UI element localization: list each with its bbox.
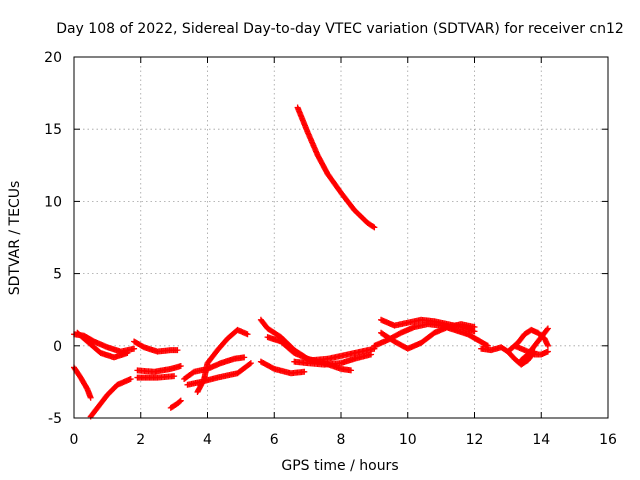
data-point	[177, 363, 184, 370]
grid-lines	[74, 57, 608, 418]
series-arc-t	[504, 326, 551, 355]
data-point	[247, 360, 254, 367]
y-tick-label: 10	[44, 194, 62, 210]
data-point	[368, 351, 375, 358]
data-point	[87, 394, 94, 401]
data-point	[544, 342, 551, 349]
data-point	[348, 367, 355, 374]
data-point	[544, 348, 551, 355]
series-arc-h	[167, 397, 184, 411]
series-arc-o	[291, 351, 375, 368]
series-arc-r	[378, 321, 478, 352]
data-point	[301, 368, 308, 375]
x-axis-label: GPS time / hours	[281, 458, 398, 474]
x-tick-label: 12	[466, 432, 484, 448]
data-point	[176, 398, 183, 405]
data-point	[171, 373, 178, 380]
y-tick-label: -5	[48, 411, 62, 427]
series-arc-d	[74, 329, 131, 361]
data-point	[471, 324, 478, 331]
data-point	[544, 325, 551, 332]
data-point	[370, 223, 377, 230]
series-arc-e	[131, 338, 181, 355]
x-tick-label: 16	[599, 432, 617, 448]
x-tick-label: 8	[337, 432, 346, 448]
x-tick-label: 10	[399, 432, 417, 448]
y-axis-label: SDTVAR / TECUs	[7, 181, 23, 296]
x-tick-label: 4	[203, 432, 212, 448]
series-arc-c	[87, 376, 134, 420]
data-point	[131, 345, 138, 352]
y-tick-label: 0	[53, 339, 62, 355]
data-point	[244, 331, 251, 338]
data-point	[127, 376, 134, 383]
x-tick-label: 0	[70, 432, 79, 448]
data-points	[71, 104, 551, 420]
y-tick-label: 20	[44, 50, 62, 66]
series-arc-high	[294, 104, 378, 231]
series-arc-j	[184, 360, 254, 388]
data-point	[246, 360, 253, 367]
series-arc-n	[264, 334, 378, 364]
series-arc-v	[511, 342, 551, 358]
data-point	[174, 347, 181, 354]
series-arc-l	[257, 358, 308, 377]
data-point	[124, 350, 131, 357]
x-tick-label: 6	[270, 432, 279, 448]
x-tick-label: 2	[136, 432, 145, 448]
y-tick-label: 5	[53, 267, 62, 283]
axis-ticks: 0 2 4 6 8 10 12 14 16 -5 0 5 10 15 20	[44, 50, 617, 448]
y-tick-label: 15	[44, 122, 62, 138]
data-point	[544, 326, 551, 333]
x-tick-label: 14	[532, 432, 550, 448]
chart-title: Day 108 of 2022, Sidereal Day-to-day VTE…	[56, 21, 624, 37]
series-arc-g	[134, 373, 178, 381]
data-point	[371, 224, 378, 231]
data-point	[177, 397, 184, 404]
series-arc-f	[134, 363, 184, 375]
series-arc-k	[194, 326, 251, 396]
data-point	[241, 354, 248, 361]
